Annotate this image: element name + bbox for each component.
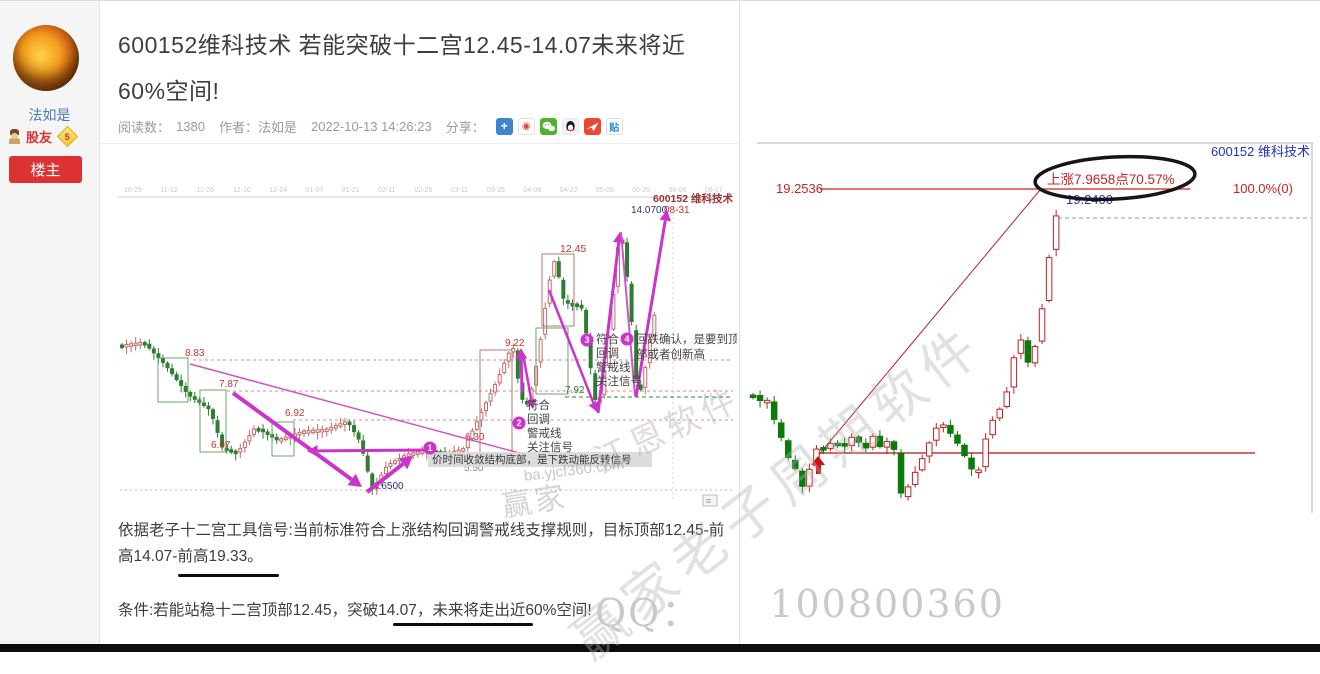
svg-text:1: 1 <box>427 443 432 453</box>
right-kline-chart-image[interactable]: 600152 维科技术 19.2536 100.0%(0) 上涨7.9658点70.5… <box>740 138 1320 518</box>
share-qzone-icon[interactable] <box>583 117 601 135</box>
svg-text:回调: 回调 <box>596 347 619 360</box>
svg-text:05-06: 05-06 <box>596 187 614 194</box>
share-more-icon[interactable]: + <box>495 117 513 135</box>
share-tieba-icon[interactable]: 贴 <box>605 117 623 135</box>
svg-text:03-11: 03-11 <box>451 187 468 194</box>
svg-text:价时间收敛结构底部，是下跌动能反转信号: 价时间收敛结构底部，是下跌动能反转信号 <box>432 453 632 466</box>
username-link[interactable]: 法如是 <box>28 107 71 123</box>
svg-text:≡: ≡ <box>706 496 711 506</box>
svg-text:12-10: 12-10 <box>233 187 251 194</box>
svg-text:04-08: 04-08 <box>523 187 541 194</box>
left-kline-chart-image[interactable]: 10-29 11-12 11-26 12-10 12-24 01-07 01-21 02-11… <box>115 150 737 512</box>
svg-text:100.0%(0): 100.0%(0) <box>1233 181 1293 196</box>
svg-text:回调: 回调 <box>527 413 550 426</box>
watermark-qq-number: 100800360 <box>769 582 1005 626</box>
floor-owner-button[interactable]: 楼主 <box>9 156 82 183</box>
svg-text:06-17: 06-17 <box>705 187 723 194</box>
post-datetime: 2022-10-13 14:26:23 <box>310 118 432 134</box>
bottom-bar <box>0 644 1320 652</box>
svg-text:06-06: 06-06 <box>669 187 687 194</box>
svg-text:6.07: 6.07 <box>211 440 231 451</box>
svg-text:7.92: 7.92 <box>565 385 585 396</box>
svg-text:符合: 符合 <box>596 332 619 346</box>
svg-text:符合: 符合 <box>527 398 550 412</box>
svg-text:6.92: 6.92 <box>285 408 305 419</box>
svg-text:04-22: 04-22 <box>560 187 578 194</box>
share-weibo-icon[interactable]: ◉ <box>517 117 535 135</box>
svg-text:600152 维科技术: 600152 维科技术 <box>653 192 733 205</box>
views-label: 阅读数： <box>118 119 171 135</box>
svg-text:部或者创新高: 部或者创新高 <box>636 347 705 361</box>
svg-text:02-25: 02-25 <box>414 187 432 194</box>
svg-text:4.6500: 4.6500 <box>373 481 404 492</box>
svg-text:5.50: 5.50 <box>464 463 484 474</box>
share-qq-icon[interactable] <box>561 117 579 135</box>
author-label: 作者： <box>218 119 258 135</box>
svg-text:回跌确认，是要到顶: 回跌确认，是要到顶 <box>636 332 737 346</box>
views-count: 1380 <box>176 118 205 134</box>
svg-text:05-20: 05-20 <box>632 187 650 194</box>
svg-text:警戒线: 警戒线 <box>527 426 562 440</box>
svg-text:8.83: 8.83 <box>185 348 205 359</box>
author-sidebar: 法如是 股友 5 楼主 <box>0 1 99 644</box>
panel-divider <box>739 0 740 644</box>
post-title: 600152维科技术 若能突破十二宫12.45-14.07未来将近60%空间! <box>118 32 686 104</box>
user-badge-row: 股友 5 <box>7 125 99 147</box>
svg-text:12-24: 12-24 <box>269 187 287 194</box>
svg-text:4: 4 <box>624 334 629 344</box>
level-number: 5 <box>65 130 71 141</box>
svg-text:19.2536: 19.2536 <box>776 181 823 196</box>
svg-text:上涨7.9658点70.57%: 上涨7.9658点70.57% <box>1047 172 1175 187</box>
underline-mark-1 <box>178 574 279 577</box>
user-role-label: 股友 <box>26 129 53 145</box>
svg-text:7.87: 7.87 <box>219 379 239 390</box>
svg-text:3: 3 <box>584 335 589 345</box>
svg-text:警戒线: 警戒线 <box>596 360 631 374</box>
share-wechat-icon[interactable] <box>539 117 557 135</box>
svg-text:11-26: 11-26 <box>197 187 214 194</box>
svg-text:03-25: 03-25 <box>487 187 505 194</box>
svg-text:600152 维科技术: 600152 维科技术 <box>1211 144 1310 159</box>
post-meta-row: 阅读数： 1380 作者： 法如是 2022-10-13 14:26:23 分享… <box>118 117 738 135</box>
header-rule <box>100 143 739 144</box>
svg-text:01-07: 01-07 <box>306 187 324 194</box>
user-avatar[interactable] <box>13 25 79 91</box>
svg-text:关注信号: 关注信号 <box>596 374 642 388</box>
svg-text:02-11: 02-11 <box>378 187 395 194</box>
post-paragraph-2: 条件:若能站稳十二宫顶部12.45，突破14.07，未来将走出近60%空间! <box>118 602 592 619</box>
share-label: 分享： <box>445 119 485 135</box>
svg-text:01-21: 01-21 <box>342 187 360 194</box>
svg-text:2: 2 <box>516 418 521 428</box>
svg-text:14.0700: 14.0700 <box>631 205 668 216</box>
author-name: 法如是 <box>257 119 297 135</box>
member-icon <box>7 128 22 144</box>
svg-text:6.30: 6.30 <box>465 432 485 443</box>
svg-text:9.22: 9.22 <box>505 338 525 349</box>
share-icon-row: + ◉ 贴 <box>491 117 623 135</box>
svg-text:12.45: 12.45 <box>560 243 586 255</box>
post-paragraph-1: 依据老子十二宫工具信号:当前标准符合上涨结构回调警戒线支撑规则，目标顶部12.4… <box>118 522 725 565</box>
svg-text:08-31: 08-31 <box>664 205 690 216</box>
svg-text:关注信号: 关注信号 <box>527 440 573 454</box>
svg-text:11-12: 11-12 <box>160 187 177 194</box>
top-divider <box>0 0 1320 1</box>
svg-text:10-29: 10-29 <box>124 187 142 194</box>
sidebar-divider <box>99 0 100 644</box>
underline-mark-2 <box>393 623 533 626</box>
level-badge-icon: 5 <box>56 125 79 147</box>
